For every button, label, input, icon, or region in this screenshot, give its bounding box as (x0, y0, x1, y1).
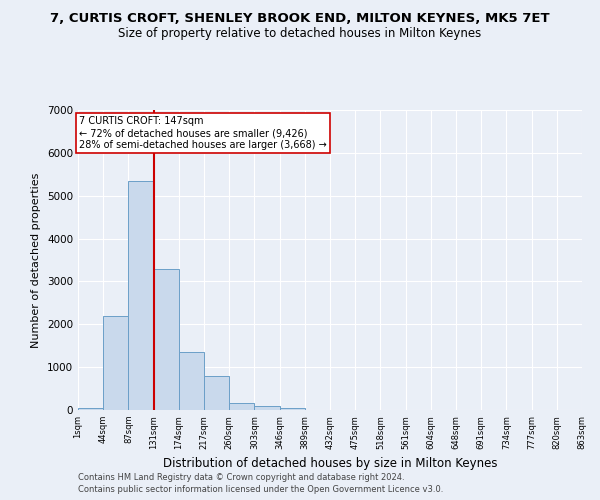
X-axis label: Distribution of detached houses by size in Milton Keynes: Distribution of detached houses by size … (163, 457, 497, 470)
Text: 7, CURTIS CROFT, SHENLEY BROOK END, MILTON KEYNES, MK5 7ET: 7, CURTIS CROFT, SHENLEY BROOK END, MILT… (50, 12, 550, 26)
Text: Size of property relative to detached houses in Milton Keynes: Size of property relative to detached ho… (118, 28, 482, 40)
Text: Contains HM Land Registry data © Crown copyright and database right 2024.: Contains HM Land Registry data © Crown c… (78, 472, 404, 482)
Bar (128, 180, 154, 410)
Bar (204, 376, 229, 410)
Text: 7 CURTIS CROFT: 147sqm
← 72% of detached houses are smaller (9,426)
28% of semi-: 7 CURTIS CROFT: 147sqm ← 72% of detached… (79, 116, 327, 150)
Bar (179, 352, 204, 410)
Bar (78, 408, 103, 410)
Text: Contains public sector information licensed under the Open Government Licence v3: Contains public sector information licen… (78, 485, 443, 494)
Bar (154, 268, 179, 410)
Y-axis label: Number of detached properties: Number of detached properties (31, 172, 41, 348)
Bar (280, 408, 305, 410)
Bar (103, 316, 128, 410)
Bar (254, 406, 280, 410)
Bar (229, 402, 254, 410)
